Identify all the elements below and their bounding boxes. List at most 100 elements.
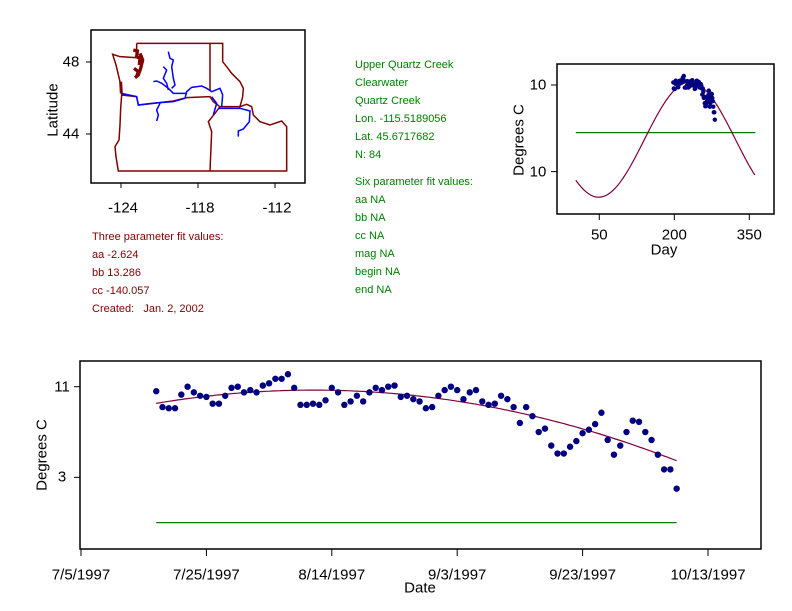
data-point (711, 104, 716, 109)
timeseries-x-axis-label: Date (404, 579, 436, 597)
three-param-title: Three parameter fit values: (92, 231, 224, 243)
data-point (566, 443, 574, 450)
data-point (428, 403, 436, 411)
data-point (522, 403, 530, 411)
data-point (209, 400, 216, 407)
data-point (585, 426, 593, 433)
three-param-aa: aa -2.624 (92, 249, 139, 261)
three-param-cc: cc -140.057 (92, 285, 150, 297)
data-point (228, 384, 235, 392)
timeseries-x-tick-label: 7/25/1997 (173, 566, 240, 584)
timeseries-x-tick-label: 7/5/1997 (51, 566, 111, 584)
map-y-tick-label: 44 (62, 125, 80, 143)
data-point (541, 425, 549, 432)
data-point (190, 389, 198, 396)
data-point (504, 395, 511, 403)
timeseries-x-tick-label: 9/3/1997 (427, 566, 487, 584)
data-point (215, 400, 223, 407)
data-point (690, 78, 695, 83)
map-y-tick-label: 48 (62, 53, 80, 71)
data-point (353, 392, 361, 399)
six-param-begin: begin NA (355, 266, 401, 278)
data-point (203, 393, 210, 401)
data-point (660, 466, 668, 473)
six-param-bb: bb NA (355, 212, 386, 224)
data-point (303, 401, 310, 409)
or-wa-coast-detail (119, 81, 123, 94)
timeseries-x-tick-label: 9/23/1997 (549, 566, 616, 584)
data-point (247, 386, 254, 394)
data-point (591, 420, 599, 428)
timeseries-x-tick-label: 8/14/1997 (298, 566, 366, 584)
timeseries-y-axis-label: Degrees C (33, 419, 51, 491)
data-point (579, 429, 586, 437)
data-point (441, 386, 448, 394)
data-point (635, 418, 643, 426)
data-point (341, 401, 348, 409)
data-point (159, 403, 166, 411)
data-point (497, 392, 505, 399)
seasonal-y-tick-label: 10 (529, 76, 547, 94)
data-point (554, 450, 561, 457)
data-point (642, 428, 649, 436)
data-point (548, 442, 555, 449)
data-point (278, 375, 285, 382)
map-ticks (86, 61, 276, 188)
data-point (435, 392, 442, 399)
data-point (693, 86, 698, 91)
data-point (316, 401, 323, 409)
data-point (707, 104, 712, 109)
data-point (447, 383, 455, 390)
data-point (397, 393, 404, 401)
data-point (472, 386, 480, 394)
data-point (410, 395, 417, 403)
data-point (516, 419, 524, 427)
data-point (372, 384, 379, 392)
data-point (673, 485, 680, 492)
data-point (710, 98, 715, 104)
data-point (460, 395, 467, 403)
data-point (610, 451, 618, 458)
data-point (681, 73, 686, 79)
data-point (479, 398, 486, 405)
seasonal-x-axis-label: Day (650, 241, 678, 259)
seasonal-chart-frame (556, 63, 775, 215)
rivers (121, 51, 251, 137)
data-point (234, 383, 241, 390)
data-point (378, 386, 386, 394)
data-point (153, 388, 160, 395)
fit-curve (156, 389, 677, 462)
timeseries-x-tick-label: 10/13/1997 (670, 566, 746, 584)
data-point (322, 397, 329, 404)
six-param-mag: mag NA (355, 248, 395, 260)
data-point (385, 383, 392, 390)
three-param-bb: bb 13.286 (92, 267, 141, 279)
state-borders (111, 42, 288, 172)
map-x-tick-label: -124 (107, 199, 139, 217)
data-point (284, 371, 292, 378)
fit-curve (575, 81, 756, 198)
or-id-border (207, 106, 221, 172)
data-point (334, 389, 342, 396)
six-param-title: Six parameter fit values: (355, 176, 473, 188)
data-point (454, 386, 461, 394)
site-name: Upper Quartz Creek (355, 59, 454, 71)
puget-sound (132, 48, 145, 79)
data-point (366, 389, 373, 396)
data-point (196, 392, 204, 399)
data-point (491, 400, 499, 407)
data-point (259, 382, 267, 389)
map-x-tick-label: -118 (185, 199, 215, 217)
data-point (560, 450, 567, 457)
data-point (222, 392, 229, 399)
data-point (598, 409, 605, 416)
data-point (359, 398, 367, 405)
data-point (709, 91, 714, 97)
data-point (178, 391, 185, 398)
six-param-aa: aa NA (355, 194, 386, 206)
data-point (416, 398, 423, 405)
map-x-tick-label: -112 (262, 199, 292, 217)
data-point (654, 451, 662, 458)
